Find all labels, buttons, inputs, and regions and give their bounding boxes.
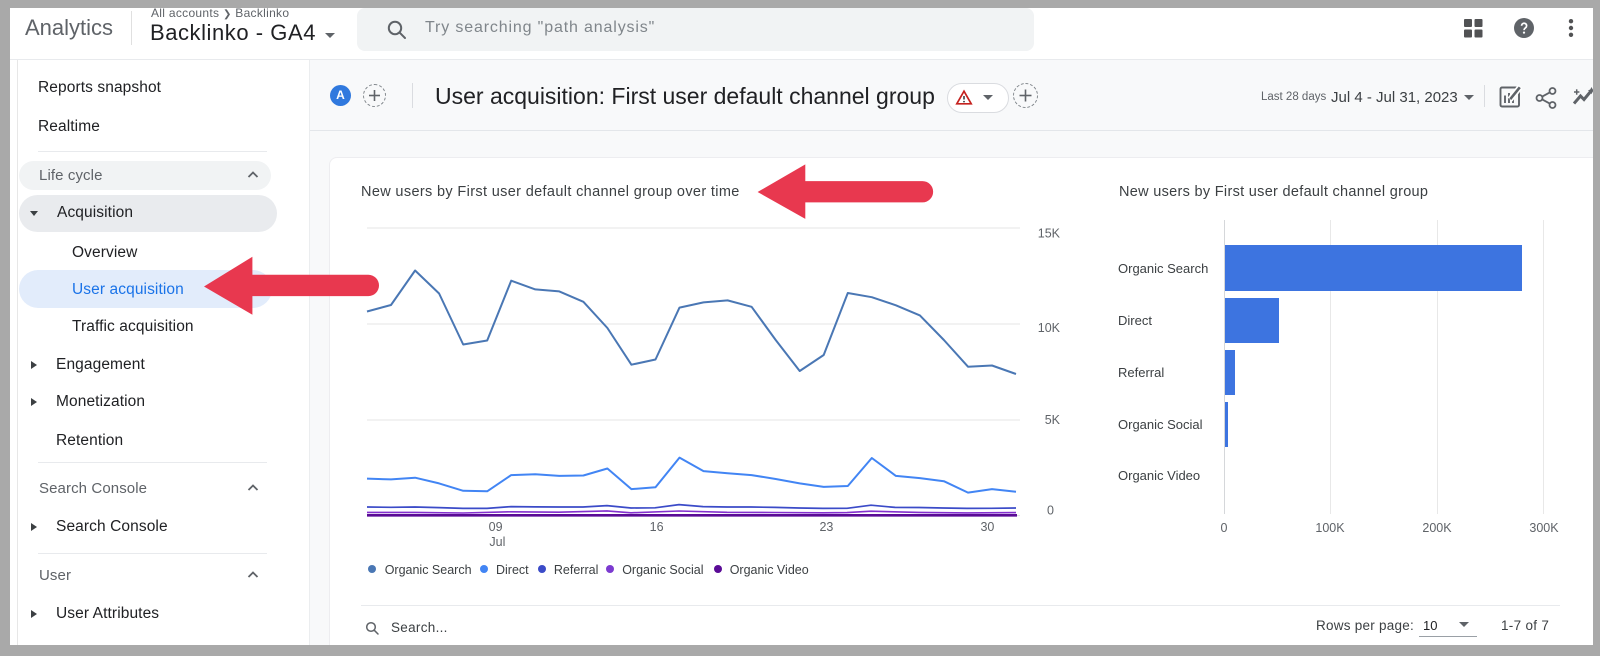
svg-text:10K: 10K [1038, 321, 1061, 335]
svg-text:Jul: Jul [489, 535, 505, 549]
svg-text:0: 0 [1047, 504, 1054, 518]
svg-text:5K: 5K [1045, 413, 1061, 427]
svg-text:09: 09 [489, 520, 503, 534]
svg-text:30: 30 [980, 520, 994, 534]
svg-text:16: 16 [650, 520, 664, 534]
svg-text:23: 23 [819, 520, 833, 534]
svg-text:15K: 15K [1038, 227, 1061, 241]
